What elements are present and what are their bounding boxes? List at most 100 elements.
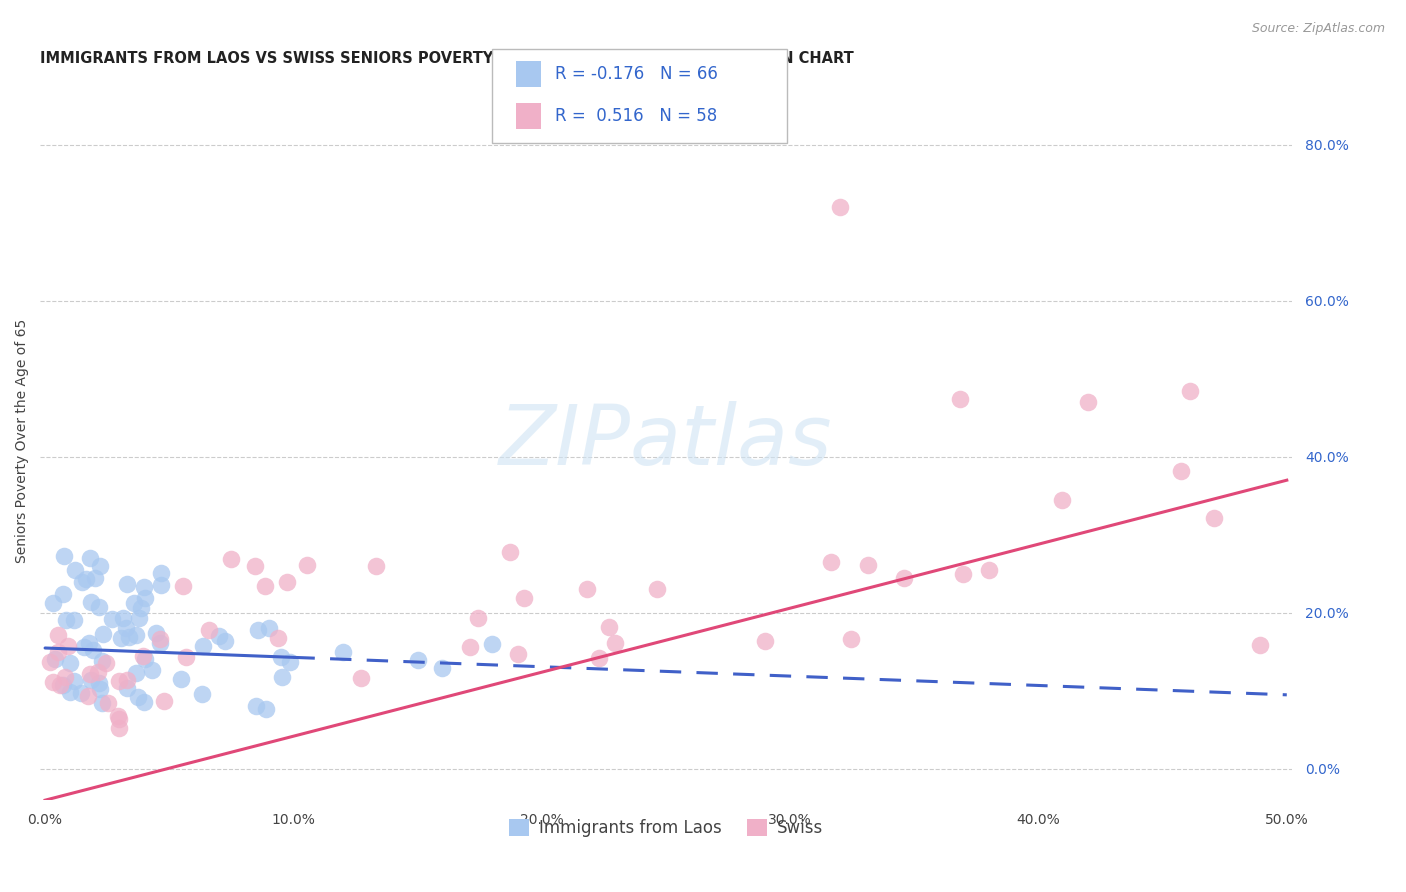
Point	[80, 673, 103, 688]
Point	[460, 640, 482, 654]
Point	[1202, 511, 1225, 525]
Point	[149, 632, 172, 646]
Point	[63, 563, 86, 577]
Point	[73, 640, 96, 654]
Point	[603, 635, 626, 649]
Point	[96, 656, 118, 670]
Text: IMMIGRANTS FROM LAOS VS SWISS SENIORS POVERTY OVER THE AGE OF 65 CORRELATION CHA: IMMIGRANTS FROM LAOS VS SWISS SENIORS PO…	[41, 51, 853, 66]
Point	[149, 566, 172, 581]
Point	[41, 596, 63, 610]
Point	[46, 628, 69, 642]
Point	[70, 686, 93, 700]
Point	[80, 595, 103, 609]
Point	[364, 558, 387, 573]
Point	[72, 574, 94, 589]
Point	[150, 577, 173, 591]
Point	[46, 645, 69, 659]
Point	[219, 552, 242, 566]
Point	[91, 696, 114, 710]
Point	[257, 622, 280, 636]
Point	[63, 613, 86, 627]
Point	[467, 611, 489, 625]
Point	[128, 611, 150, 625]
Point	[44, 652, 66, 666]
Point	[977, 563, 1000, 577]
Point	[58, 639, 80, 653]
Point	[107, 673, 129, 688]
Point	[108, 712, 131, 726]
Point	[191, 687, 214, 701]
Point	[59, 656, 82, 670]
Point	[949, 392, 972, 407]
Point	[87, 675, 110, 690]
Point	[481, 637, 503, 651]
Point	[432, 660, 454, 674]
Point	[350, 671, 373, 685]
Point	[87, 665, 110, 679]
Point	[270, 649, 292, 664]
Point	[1178, 384, 1201, 398]
Point	[53, 670, 76, 684]
Point	[253, 579, 276, 593]
Y-axis label: Seniors Poverty Over the Age of 65: Seniors Poverty Over the Age of 65	[15, 319, 30, 563]
Point	[513, 591, 536, 605]
Point	[89, 559, 111, 574]
Point	[101, 612, 124, 626]
Point	[172, 579, 194, 593]
Text: R =  0.516   N = 58: R = 0.516 N = 58	[555, 107, 717, 125]
Point	[114, 621, 136, 635]
Point	[41, 674, 63, 689]
Point	[588, 650, 610, 665]
Point	[75, 573, 97, 587]
Point	[952, 566, 974, 581]
Point	[254, 702, 277, 716]
Point	[39, 655, 62, 669]
Point	[49, 678, 72, 692]
Point	[271, 670, 294, 684]
Point	[145, 626, 167, 640]
Legend: Immigrants from Laos, Swiss: Immigrants from Laos, Swiss	[502, 812, 830, 844]
Point	[107, 708, 129, 723]
Point	[76, 690, 98, 704]
Point	[841, 632, 863, 647]
Point	[1052, 493, 1074, 508]
Point	[89, 681, 111, 696]
Point	[63, 674, 86, 689]
Point	[278, 655, 301, 669]
Point	[125, 666, 148, 681]
Point	[198, 623, 221, 637]
Point	[149, 636, 172, 650]
Point	[115, 681, 138, 695]
Point	[117, 577, 139, 591]
Point	[134, 591, 156, 605]
Point	[89, 600, 111, 615]
Point	[191, 639, 214, 653]
Point	[132, 649, 155, 664]
Point	[856, 558, 879, 572]
Point	[141, 663, 163, 677]
Point	[406, 653, 429, 667]
Point	[828, 200, 851, 214]
Point	[1170, 464, 1192, 478]
Point	[125, 628, 148, 642]
Point	[276, 575, 298, 590]
Point	[132, 580, 155, 594]
Point	[153, 694, 176, 708]
Text: ZIPatlas: ZIPatlas	[499, 401, 832, 482]
Point	[174, 650, 197, 665]
Point	[91, 627, 114, 641]
Point	[91, 654, 114, 668]
Point	[134, 695, 156, 709]
Point	[332, 645, 354, 659]
Point	[576, 582, 599, 597]
Point	[208, 629, 231, 643]
Point	[647, 582, 669, 596]
Point	[59, 685, 82, 699]
Point	[820, 555, 842, 569]
Point	[598, 620, 620, 634]
Point	[124, 596, 146, 610]
Point	[127, 690, 149, 705]
Point	[170, 673, 193, 687]
Point	[754, 634, 776, 648]
Point	[79, 666, 101, 681]
